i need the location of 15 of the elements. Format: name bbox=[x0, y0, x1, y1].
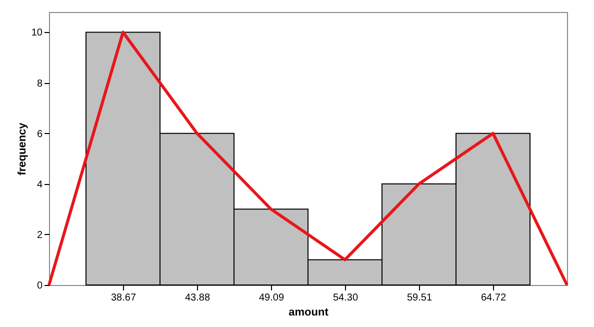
x-tick-label: 64.72 bbox=[480, 292, 506, 304]
line-series bbox=[48, 30, 568, 286]
x-tick-label: 38.67 bbox=[110, 292, 136, 304]
x-axis-title: amount bbox=[288, 306, 329, 318]
x-tick-label: 59.51 bbox=[406, 292, 432, 304]
y-axis-title: frequency bbox=[16, 122, 28, 176]
y-tick-label: 0 bbox=[36, 280, 43, 292]
x-tick-label: 43.88 bbox=[184, 292, 210, 304]
x-tick-label: 54.30 bbox=[332, 292, 358, 304]
y-tick-label: 8 bbox=[36, 78, 43, 90]
y-tick-label: 6 bbox=[36, 128, 43, 140]
y-tick-label: 2 bbox=[36, 230, 43, 241]
x-tick-label: 49.09 bbox=[258, 292, 284, 304]
y-tick-label: 10 bbox=[31, 28, 43, 39]
y-tick-label: 4 bbox=[36, 179, 43, 190]
